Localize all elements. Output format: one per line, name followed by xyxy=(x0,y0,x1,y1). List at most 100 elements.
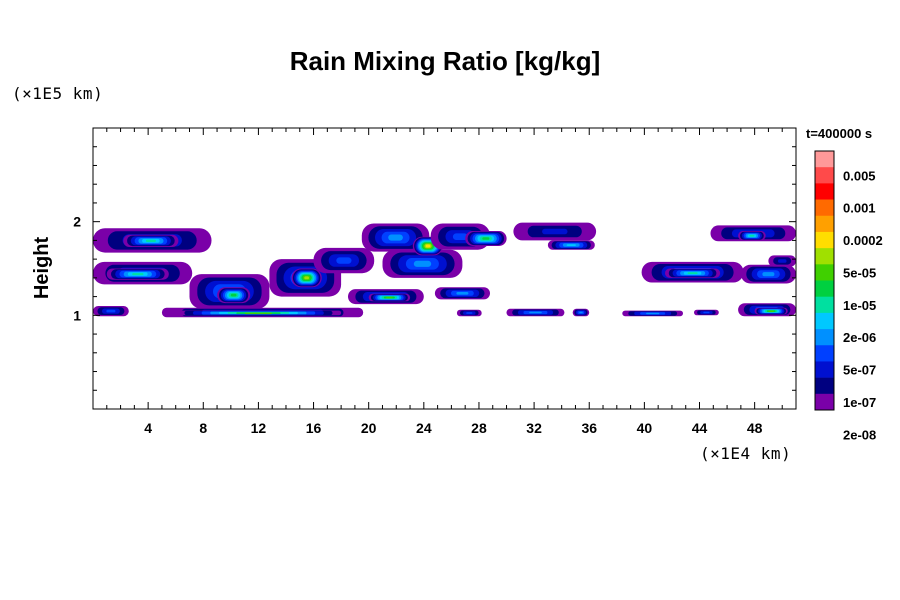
contour-band xyxy=(768,310,774,313)
colorbar-frame xyxy=(814,150,835,411)
contour-band xyxy=(230,293,237,297)
rain-cell xyxy=(513,222,597,241)
contour-band xyxy=(413,260,432,267)
rain-cell xyxy=(434,287,490,300)
y-tick-label: 2 xyxy=(73,214,81,230)
colorbar-label: 0.001 xyxy=(843,201,876,216)
rain-cell xyxy=(547,240,595,250)
colorbar-swatch xyxy=(815,199,834,217)
x-tick-label: 44 xyxy=(692,420,708,436)
rain-cell xyxy=(456,309,482,317)
colorbar-swatch xyxy=(815,393,834,411)
colorbar-swatch xyxy=(815,296,834,314)
contour-band xyxy=(579,311,583,314)
contour-band xyxy=(778,259,787,263)
contour-band xyxy=(703,311,710,314)
x-tick-label: 4 xyxy=(144,420,152,436)
colorbar-label: 2e-06 xyxy=(843,330,876,345)
rain-cell xyxy=(694,309,719,316)
rain-cell xyxy=(572,308,590,317)
colorbar-swatch xyxy=(815,183,834,200)
rain-cell xyxy=(106,268,169,280)
rain-cell xyxy=(123,234,179,247)
colorbar-label: 0.005 xyxy=(843,168,876,183)
x-tick-label: 24 xyxy=(416,420,432,436)
x-tick-label: 16 xyxy=(306,420,322,436)
chart-title: Rain Mixing Ratio [kg/kg] xyxy=(289,46,601,76)
colorbar-swatch xyxy=(815,231,834,249)
colorbar-swatch xyxy=(815,167,834,184)
contour-band xyxy=(482,237,490,240)
rain-cell xyxy=(665,268,721,278)
rain-cell xyxy=(361,223,430,252)
rain-cell xyxy=(313,247,375,274)
colorbar-label: 1e-05 xyxy=(843,298,876,313)
x-tick-label: 40 xyxy=(637,420,653,436)
colorbar-swatch xyxy=(815,264,834,281)
x-tick-label: 36 xyxy=(581,420,597,436)
rain-cell xyxy=(175,310,342,316)
rain-cell xyxy=(93,306,129,317)
colorbar-swatch xyxy=(815,329,834,346)
colorbar: 0.005 0.001 0.0002 5e-05 1e-05 2e-06 5e-07 1e-0… xyxy=(814,150,883,442)
rain-cell xyxy=(368,293,411,302)
contour-band xyxy=(336,257,352,264)
contour-band xyxy=(687,272,698,274)
contour-band xyxy=(542,228,568,235)
x-unit-label: (×1E4 km) xyxy=(700,444,792,463)
rain-cell xyxy=(738,231,766,241)
contour-band xyxy=(452,233,468,240)
contour-band xyxy=(646,312,660,315)
contour-band xyxy=(106,309,116,313)
contour-band xyxy=(762,272,775,277)
plot-frame xyxy=(92,127,797,410)
x-tick-label: 8 xyxy=(199,420,207,436)
contour-band xyxy=(388,234,403,241)
colorbar-label: 0.0002 xyxy=(843,233,883,248)
contour-band xyxy=(132,273,144,276)
y-unit-label: (×1E5 km) xyxy=(12,84,104,103)
colorbar-label: 5e-05 xyxy=(843,265,876,280)
contour-band xyxy=(386,296,393,299)
rain-cell xyxy=(768,255,796,267)
contour-band xyxy=(425,244,431,248)
rain-cell xyxy=(217,287,251,304)
rain-cell xyxy=(506,308,565,317)
colorbar-label: 1e-07 xyxy=(843,395,876,410)
rain-cell xyxy=(291,268,322,288)
x-tick-label: 12 xyxy=(251,420,267,436)
contour-cells xyxy=(93,222,796,318)
colorbar-label: 5e-07 xyxy=(843,363,876,378)
colorbar-swatch xyxy=(815,377,834,395)
contour-band xyxy=(466,312,473,314)
colorbar-swatch xyxy=(815,248,834,265)
contour-band xyxy=(749,234,755,237)
contour-band xyxy=(456,292,469,295)
colorbar-swatch xyxy=(815,361,834,378)
contour-band xyxy=(244,312,272,315)
colorbar-swatch xyxy=(815,312,834,330)
rain-cell xyxy=(754,307,788,315)
rain-cell xyxy=(740,264,796,284)
rain-cell xyxy=(382,249,463,278)
x-tick-label: 28 xyxy=(471,420,487,436)
y-tick-label: 1 xyxy=(73,307,81,323)
colorbar-swatch xyxy=(815,151,834,168)
y-axis-label: Height xyxy=(31,237,53,300)
rain-cell xyxy=(465,231,507,246)
x-tick-label: 20 xyxy=(361,420,377,436)
colorbar-swatch xyxy=(815,345,834,362)
rain-cell xyxy=(622,310,683,317)
contour-band xyxy=(145,239,156,242)
x-tick-label: 48 xyxy=(747,420,763,436)
time-label: t=400000 s xyxy=(806,126,873,141)
contour-band xyxy=(529,311,542,314)
x-tick-label: 32 xyxy=(526,420,542,436)
colorbar-label: 2e-08 xyxy=(843,427,876,442)
colorbar-swatch xyxy=(815,280,834,297)
contour-band xyxy=(304,276,309,280)
colorbar-swatch xyxy=(815,215,834,233)
contour-band xyxy=(566,244,576,246)
